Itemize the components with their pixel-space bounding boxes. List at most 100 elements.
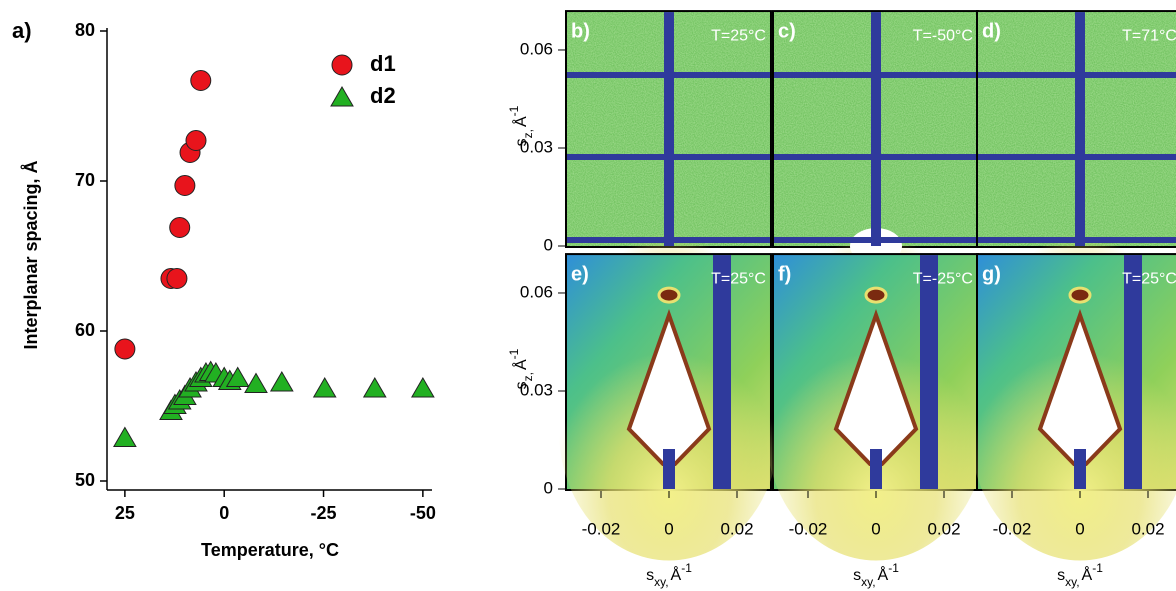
panel-label: b) xyxy=(571,20,590,42)
detector-gap xyxy=(713,255,731,489)
beam-stop xyxy=(663,449,675,489)
detector-gap xyxy=(774,72,977,78)
beam-stop xyxy=(1074,449,1086,489)
legend-marker xyxy=(331,87,353,106)
x-tick-label: 0 xyxy=(871,519,880,538)
page: a) Interplanar spacing, Å Temperature, °… xyxy=(0,0,1176,591)
y-axis-label-part: -1 xyxy=(507,348,521,359)
x-tick-label: 0 xyxy=(219,503,229,523)
legend-label: d1 xyxy=(370,51,396,76)
y-axis-label-part: z, xyxy=(521,372,535,381)
y-axis-label-part: Å xyxy=(511,116,530,127)
detector-gap xyxy=(664,12,674,246)
peak xyxy=(1070,288,1090,302)
figure: a) Interplanar spacing, Å Temperature, °… xyxy=(0,0,1176,591)
x-axis-label-part: xy, xyxy=(861,575,875,589)
x-tick-label: -0.02 xyxy=(789,519,828,538)
x-axis-label-part: Å xyxy=(671,565,682,584)
x-tick-label: 0.02 xyxy=(927,519,960,538)
data-point xyxy=(245,374,267,393)
detector-gap xyxy=(920,255,938,489)
temperature-label: T=71°C xyxy=(1122,27,1176,44)
y-axis-label-part: -1 xyxy=(507,105,521,116)
y-axis-label-part: z, xyxy=(521,129,535,138)
data-point xyxy=(170,218,190,238)
x-tick-label: 0 xyxy=(1075,519,1084,538)
panel-label: f) xyxy=(778,263,791,285)
detector-gap xyxy=(871,12,881,246)
beam-stop xyxy=(870,449,882,489)
x-axis-label-part: -1 xyxy=(888,561,899,575)
image-panel: e) T=25°C xyxy=(559,253,779,560)
y-tick-label: 0.06 xyxy=(520,39,553,58)
legend-marker xyxy=(332,55,352,75)
y-tick-label: 70 xyxy=(75,170,95,190)
y-tick-label: 50 xyxy=(75,470,95,490)
data-point xyxy=(364,378,386,397)
x-axis-label-part: -1 xyxy=(681,561,692,575)
x-tick-label: -0.02 xyxy=(993,519,1032,538)
y-axis-label: Interplanar spacing, Å xyxy=(21,160,41,349)
data-point xyxy=(191,71,211,91)
legend-label: d2 xyxy=(370,83,396,108)
data-point xyxy=(186,131,206,151)
data-point xyxy=(175,176,195,196)
detector-gap xyxy=(567,237,770,243)
x-tick-label: 25 xyxy=(115,503,135,523)
panel-label: c) xyxy=(778,20,796,42)
image-panel: g) T=25°C xyxy=(970,253,1176,560)
data-point xyxy=(115,339,135,359)
detector-gap xyxy=(774,237,977,243)
y-tick-label: 60 xyxy=(75,320,95,340)
detector-gap xyxy=(978,154,1176,160)
x-axis-label-part: s xyxy=(646,567,654,584)
y-axis-label-part: s xyxy=(513,381,530,389)
peak xyxy=(866,288,886,302)
x-axis-label: sxy,Å-1 xyxy=(853,561,899,589)
x-axis-label-part: -1 xyxy=(1092,561,1103,575)
panel-label: a) xyxy=(12,18,32,43)
detector-gap xyxy=(567,72,770,78)
temperature-label: T=25°C xyxy=(711,27,766,44)
y-tick-label: 0 xyxy=(544,478,553,497)
panel-label: g) xyxy=(982,263,1001,285)
x-axis-label-part: xy, xyxy=(1065,575,1079,589)
x-axis-label-part: Å xyxy=(878,565,889,584)
x-tick-label: -25 xyxy=(311,503,337,523)
detector-gap xyxy=(1124,255,1142,489)
x-axis-label: sxy,Å-1 xyxy=(1057,561,1103,589)
peak xyxy=(659,288,679,302)
temperature-label: T=-50°C xyxy=(913,27,973,44)
panel-label: d) xyxy=(982,20,1001,42)
detector-gap xyxy=(978,72,1176,78)
temperature-label: T=-25°C xyxy=(913,270,973,287)
x-tick-label: -50 xyxy=(410,503,436,523)
detector-gap xyxy=(978,237,1176,243)
image-panel: f) T=-25°C xyxy=(766,253,986,560)
x-tick-label: 0.02 xyxy=(1131,519,1164,538)
temperature-label: T=25°C xyxy=(711,270,766,287)
detector-gap xyxy=(567,154,770,160)
x-tick-label: 0.02 xyxy=(720,519,753,538)
data-point xyxy=(314,378,336,397)
data-point xyxy=(114,428,136,447)
data-point xyxy=(271,372,293,391)
y-tick-label: 80 xyxy=(75,20,95,40)
detector-gap xyxy=(1075,12,1085,246)
y-axis-label-part: s xyxy=(513,138,530,146)
x-axis-label-part: s xyxy=(1057,567,1065,584)
y-axis-label-part: Å xyxy=(511,359,530,370)
x-axis-label: Temperature, °C xyxy=(201,540,339,560)
detector-gap xyxy=(774,154,977,160)
temperature-label: T=25°C xyxy=(1122,270,1176,287)
x-axis-label-part: xy, xyxy=(654,575,668,589)
x-axis-label: sxy,Å-1 xyxy=(646,561,692,589)
x-tick-label: -0.02 xyxy=(582,519,621,538)
data-point xyxy=(412,378,434,397)
x-tick-label: 0 xyxy=(664,519,673,538)
data-point xyxy=(167,269,187,289)
panel-label: e) xyxy=(571,263,589,285)
y-tick-label: 0.06 xyxy=(520,282,553,301)
y-tick-label: 0 xyxy=(544,235,553,254)
x-axis-label-part: Å xyxy=(1082,565,1093,584)
